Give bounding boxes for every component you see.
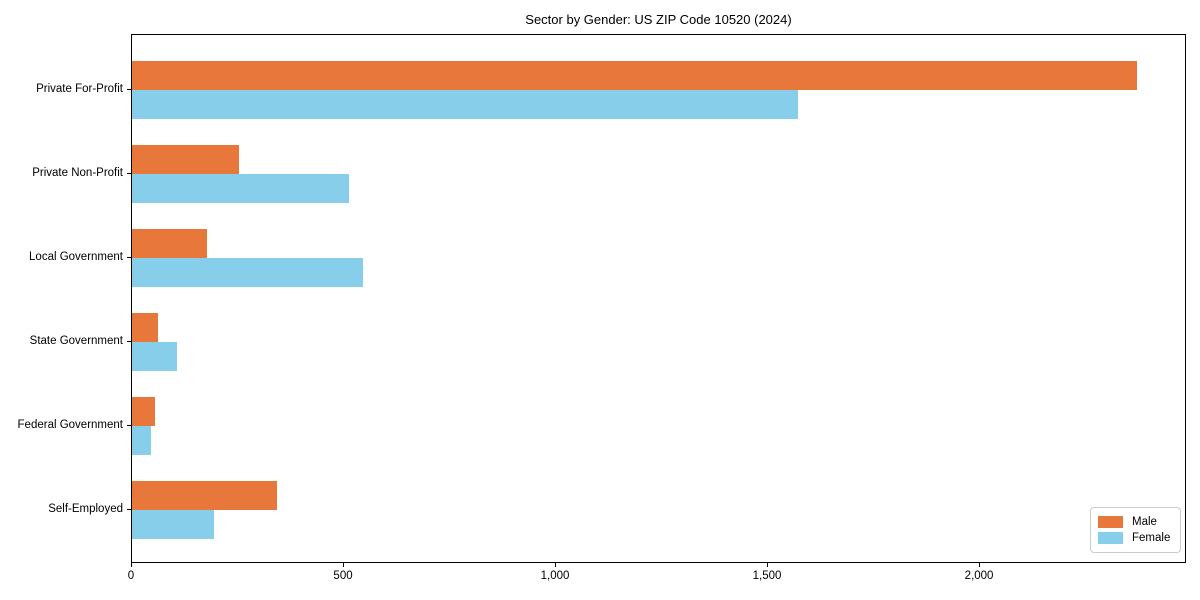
x-axis-tick [767, 563, 769, 567]
y-axis-tick [127, 89, 131, 90]
bar-male-private-for-profit [132, 61, 1137, 90]
plot-area [131, 34, 1186, 563]
bar-female-local-government [132, 257, 364, 287]
y-axis-category-label: Self-Employed [48, 502, 123, 515]
y-axis-category-label: Private Non-Profit [32, 166, 123, 179]
x-axis-tick-label: 1,500 [752, 570, 782, 582]
legend-label: Female [1132, 532, 1171, 544]
x-axis-tick [979, 563, 981, 567]
y-axis-tick [127, 340, 131, 342]
legend-label: Male [1132, 516, 1157, 528]
y-axis-category-label: Private For-Profit [36, 83, 123, 95]
x-axis-tick-label: 0 [127, 570, 135, 582]
y-axis-tick [127, 256, 131, 258]
bar-female-private-non-profit [132, 173, 350, 203]
bar-male-state-government [132, 312, 159, 342]
y-axis-category-label: Federal Government [17, 418, 123, 431]
legend-entry-male: Male [1098, 516, 1180, 528]
legend-swatch-female [1098, 532, 1123, 544]
bar-male-self-employed [132, 480, 278, 510]
x-axis-tick [343, 563, 345, 567]
y-axis-category-label: Local Government [29, 250, 123, 263]
x-axis-tick [555, 563, 557, 567]
chart-title: Sector by Gender: US ZIP Code 10520 (202… [525, 12, 792, 27]
y-axis-tick [127, 508, 131, 510]
legend: Male Female [1090, 507, 1181, 553]
bar-male-private-non-profit [132, 144, 239, 174]
y-axis-category-label: State Government [29, 334, 123, 347]
legend-swatch-male [1098, 516, 1123, 528]
y-axis-tick [127, 424, 131, 426]
bar-male-local-government [132, 228, 208, 258]
x-axis-tick-label: 1,000 [540, 570, 570, 582]
bar-female-self-employed [132, 509, 214, 539]
bar-female-state-government [132, 341, 178, 371]
bar-male-federal-government [132, 396, 155, 426]
x-axis-tick [131, 563, 132, 567]
bar-female-private-for-profit [132, 90, 798, 119]
x-axis-tick-label: 2,000 [964, 570, 994, 582]
legend-entry-female: Female [1098, 532, 1180, 544]
y-axis-tick [127, 172, 131, 174]
bar-female-federal-government [132, 425, 152, 455]
x-axis-tick-label: 500 [333, 570, 353, 582]
